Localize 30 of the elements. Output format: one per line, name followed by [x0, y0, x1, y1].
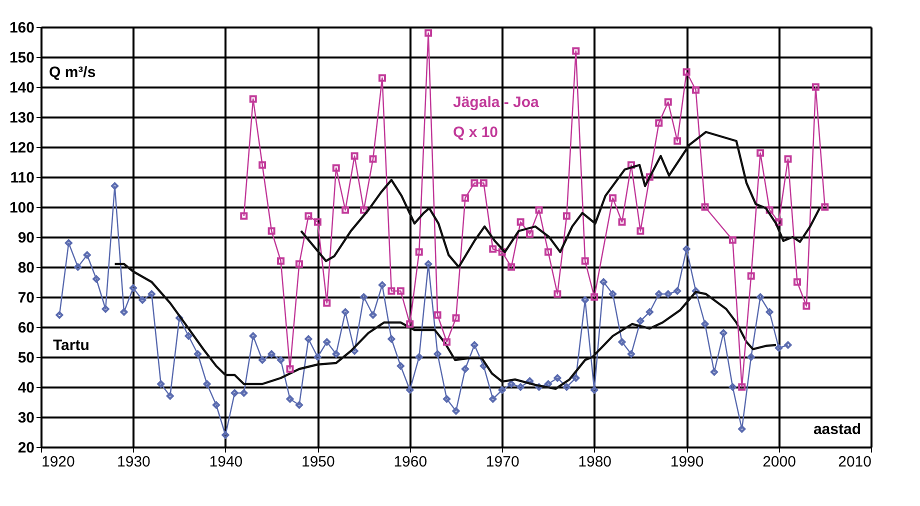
y-tick-label: 50 [18, 350, 34, 366]
series-label: Tartu [53, 337, 90, 354]
series-label: Jägala - Joa [453, 94, 540, 111]
x-tick-label: 2010 [838, 454, 872, 470]
x-tick-label: 1920 [42, 454, 75, 470]
x-tick-label: 1930 [117, 454, 150, 470]
annotation: Q x 10 [453, 124, 498, 141]
y-tick-label: 150 [9, 50, 34, 66]
x-tick-label: 1950 [301, 454, 335, 470]
x-tick-label: 1940 [209, 454, 243, 470]
y-tick-label: 60 [18, 320, 34, 336]
y-tick-label: 140 [9, 80, 34, 96]
y-tick-label: 20 [18, 440, 34, 456]
x-tick-label: 2000 [762, 454, 796, 470]
y-tick-label: 130 [9, 110, 34, 126]
y-tick-label: 30 [18, 410, 34, 426]
x-tick-label: 1960 [394, 454, 428, 470]
y-tick-label: 160 [9, 20, 34, 36]
y-axis-title: Q m³/s [49, 64, 96, 81]
x-tick-label: 1990 [670, 454, 704, 470]
x-tick-label: 1980 [578, 454, 612, 470]
x-axis-title: aastad [813, 421, 861, 438]
y-tick-label: 100 [9, 200, 34, 216]
y-tick-label: 120 [9, 140, 34, 156]
y-tick-label: 80 [18, 260, 34, 276]
y-tick-label: 90 [18, 230, 34, 246]
x-tick-label: 1970 [486, 454, 520, 470]
y-tick-label: 70 [18, 290, 34, 306]
y-tick-label: 40 [18, 380, 34, 396]
y-tick-label: 110 [10, 170, 34, 186]
